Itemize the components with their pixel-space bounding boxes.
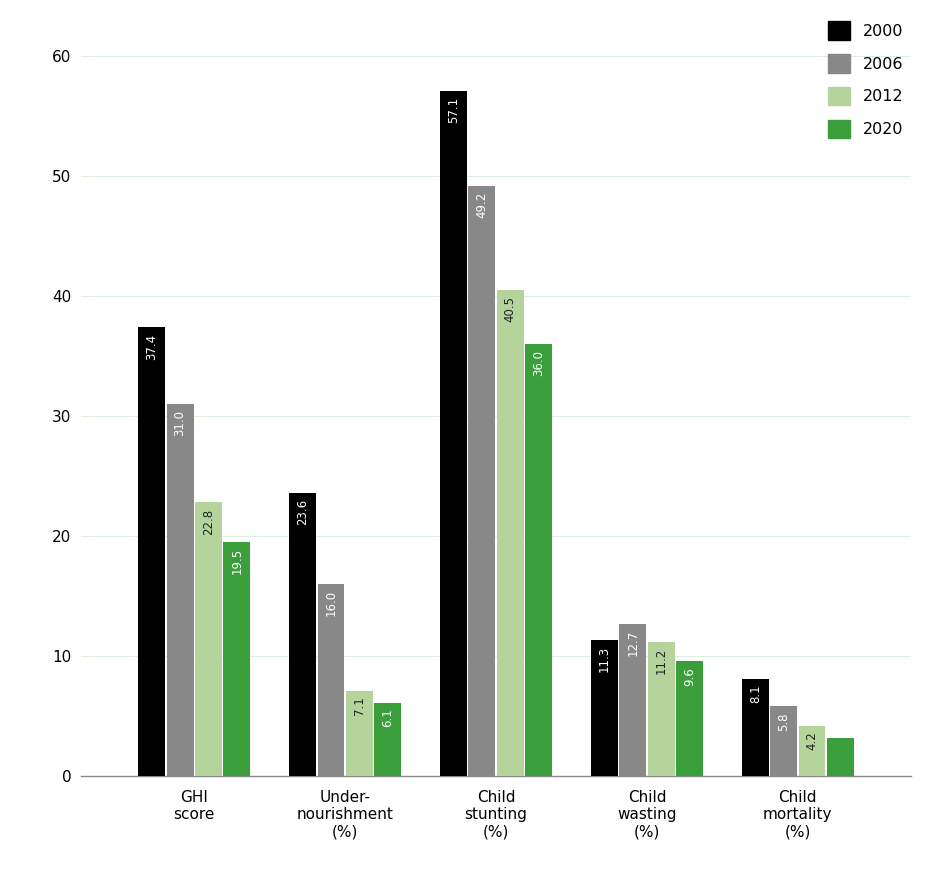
Bar [138,327,166,776]
Text: 9.6: 9.6 [682,667,695,685]
Text: 8.1: 8.1 [749,685,762,704]
Text: 23.6: 23.6 [296,499,309,525]
Bar [374,703,401,776]
Bar [346,691,373,776]
Text: 6.1: 6.1 [382,709,394,727]
Legend: 2000, 2006, 2012, 2020: 2000, 2006, 2012, 2020 [820,13,911,146]
Text: 12.7: 12.7 [626,630,639,656]
Bar [591,640,618,776]
Text: 7.1: 7.1 [353,697,366,716]
Bar [318,584,344,776]
Bar [469,186,495,776]
Bar [647,642,674,776]
Text: 4.2: 4.2 [806,732,819,750]
Text: 16.0: 16.0 [324,590,338,617]
Text: 5.8: 5.8 [777,712,790,731]
Bar [827,738,854,776]
Text: 57.1: 57.1 [447,97,460,123]
Bar [440,92,467,776]
Bar [167,404,194,776]
Bar [496,290,523,776]
Text: 40.5: 40.5 [504,296,517,323]
Text: 37.4: 37.4 [145,333,158,359]
Text: 11.2: 11.2 [655,648,668,674]
Bar [223,542,250,776]
Bar [770,706,797,776]
Bar [525,344,552,776]
Text: 11.3: 11.3 [598,646,611,672]
Bar [742,678,769,776]
Text: 3.2: 3.2 [833,715,846,734]
Bar [676,661,703,776]
Bar [619,623,646,776]
Text: 49.2: 49.2 [475,192,488,218]
Text: 22.8: 22.8 [202,508,215,535]
Text: 31.0: 31.0 [174,410,187,436]
Bar [195,502,222,776]
Text: 36.0: 36.0 [532,351,545,376]
Text: 19.5: 19.5 [231,548,244,574]
Bar [798,726,825,776]
Bar [289,493,316,776]
